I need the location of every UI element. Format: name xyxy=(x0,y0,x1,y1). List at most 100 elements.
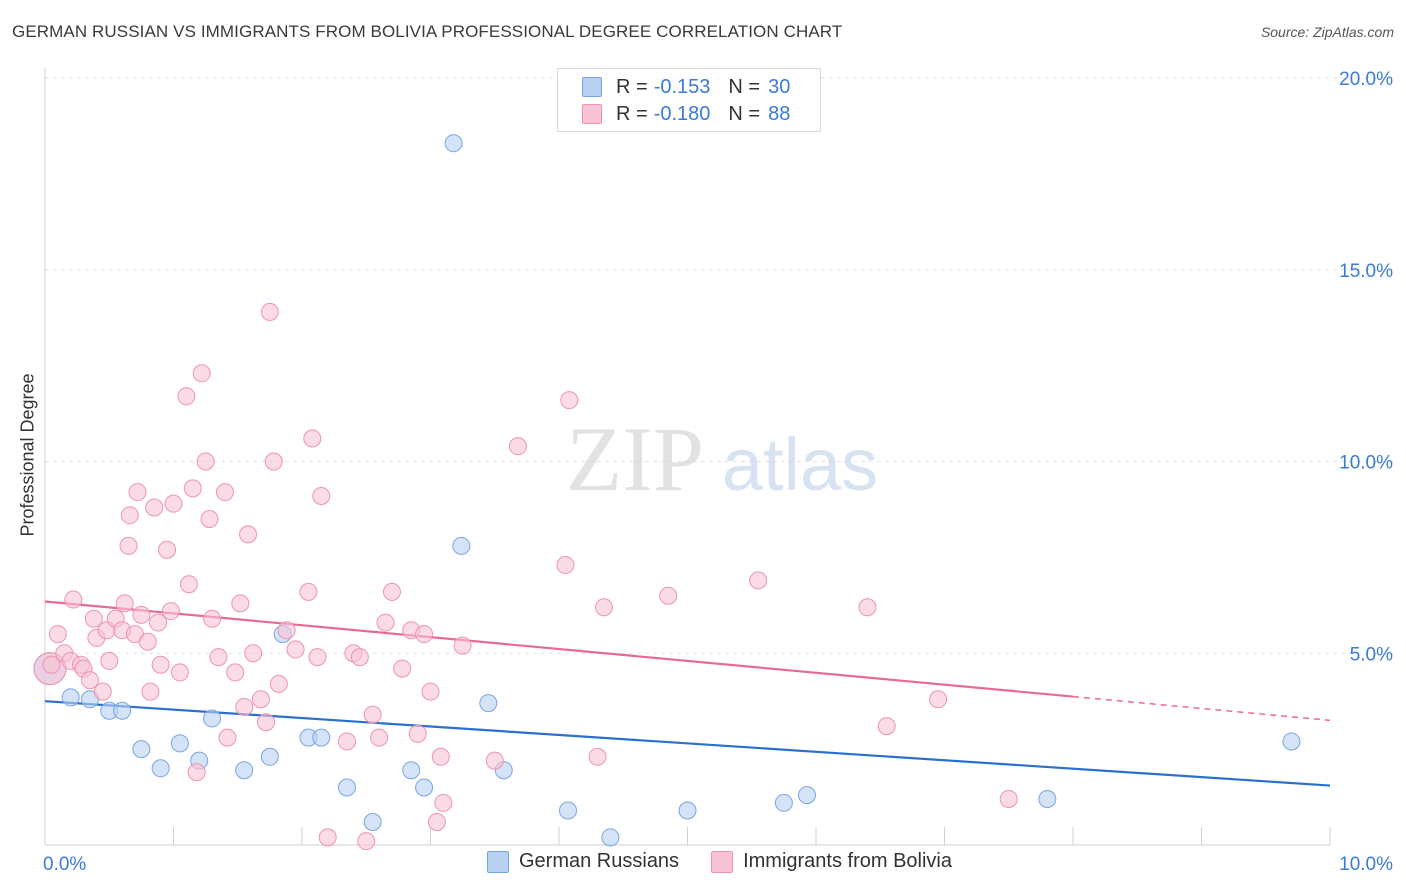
pink-point xyxy=(48,625,67,644)
pink-point xyxy=(560,391,579,410)
pink-point xyxy=(382,582,401,601)
tick-labels: 5.0% 10.0% 15.0% 20.0% 0.0% 10.0% xyxy=(43,69,1393,875)
pink-point xyxy=(588,747,607,766)
pink-point xyxy=(158,540,177,559)
pink-point xyxy=(877,717,896,736)
legend-r-value: -0.153 xyxy=(653,75,711,98)
pink-point xyxy=(421,682,440,701)
pink-point xyxy=(192,364,211,383)
pink-point xyxy=(145,498,164,517)
pink-point xyxy=(80,671,99,690)
y-tick-label: 15.0% xyxy=(1339,261,1393,282)
pink-point xyxy=(251,690,270,709)
pink-point xyxy=(370,728,389,747)
y-tick-label: 5.0% xyxy=(1350,644,1393,665)
pink-point xyxy=(260,302,279,321)
chart-title: GERMAN RUSSIAN VS IMMIGRANTS FROM BOLIVI… xyxy=(12,22,843,41)
legend-item-bolivia[interactable]: Immigrants from Bolivia xyxy=(711,850,952,873)
blue-point xyxy=(402,761,421,780)
pink-point xyxy=(244,644,263,663)
pink-point xyxy=(594,598,613,617)
blue-point xyxy=(415,778,434,797)
legend-label: German Russians xyxy=(519,850,680,872)
legend-swatch-blue xyxy=(487,850,509,873)
legend-n-value: 30 xyxy=(768,75,791,98)
blue-point xyxy=(1038,789,1057,808)
pink-point xyxy=(337,732,356,751)
pink-point xyxy=(376,613,395,632)
pink-point xyxy=(119,536,138,555)
legend-row-bolivia: R = -0.180 N = 88 xyxy=(582,102,790,126)
pink-point xyxy=(164,494,183,513)
blue-point xyxy=(363,812,382,831)
pink-point xyxy=(161,602,180,621)
pink-point xyxy=(393,659,412,678)
pink-point xyxy=(363,705,382,724)
pink-point xyxy=(200,510,219,529)
blue-point xyxy=(774,793,793,812)
y-tick-label: 20.0% xyxy=(1339,69,1393,90)
pink-point xyxy=(485,751,504,770)
pink-point xyxy=(286,640,305,659)
blue-point xyxy=(452,536,471,555)
blue-point xyxy=(601,828,620,847)
pink-trend-line xyxy=(44,600,1074,698)
blue-point xyxy=(312,728,331,747)
legend-n-value: 88 xyxy=(768,102,791,125)
pink-point xyxy=(149,613,168,632)
legend-swatch-pink xyxy=(582,104,602,124)
pink-point xyxy=(257,713,276,732)
pink-point xyxy=(415,625,434,644)
pink-point xyxy=(128,483,147,502)
watermark-zip: ZIP xyxy=(566,408,704,510)
pink-point xyxy=(858,598,877,617)
pink-point xyxy=(318,828,337,847)
blue-point xyxy=(337,778,356,797)
pink-point xyxy=(231,594,250,613)
pink-point xyxy=(64,590,83,609)
pink-point xyxy=(132,605,151,624)
pink-point xyxy=(138,632,157,651)
pink-point xyxy=(209,648,228,667)
pink-point xyxy=(659,586,678,605)
blue-point xyxy=(203,709,222,728)
blue-point xyxy=(444,134,463,153)
pink-trend-extension xyxy=(1072,695,1331,722)
pink-point xyxy=(218,728,237,747)
blue-point xyxy=(558,801,577,820)
pink-point xyxy=(929,690,948,709)
pink-point xyxy=(226,663,245,682)
blue-point xyxy=(1282,732,1301,751)
pink-point xyxy=(235,697,254,716)
trend-lines xyxy=(44,600,1331,787)
pink-point xyxy=(187,763,206,782)
blue-point xyxy=(479,694,498,713)
pink-point xyxy=(556,556,575,575)
pink-point xyxy=(239,525,258,544)
x-tick-label: 10.0% xyxy=(1339,854,1393,875)
legend-label: Immigrants from Bolivia xyxy=(743,850,952,872)
pink-point xyxy=(115,594,134,613)
blue-point xyxy=(170,734,189,753)
watermark: ZIP atlas xyxy=(566,408,878,510)
pink-point xyxy=(303,429,322,448)
pink-point xyxy=(141,682,160,701)
blue-point xyxy=(61,688,80,707)
x-tick-label: 0.0% xyxy=(43,854,86,875)
source-credit: Source: ZipAtlas.com xyxy=(1260,24,1394,40)
blue-point xyxy=(235,761,254,780)
pink-point xyxy=(100,651,119,670)
pink-point xyxy=(269,674,288,693)
legend-swatch-blue xyxy=(582,77,602,97)
pink-point xyxy=(42,655,61,674)
pink-point xyxy=(179,575,198,594)
blue-point xyxy=(151,759,170,778)
legend-item-german-russians[interactable]: German Russians xyxy=(487,850,679,873)
pink-point xyxy=(749,571,768,590)
pink-point xyxy=(215,483,234,502)
axes xyxy=(44,68,1331,846)
pink-point xyxy=(427,812,446,831)
legend-row-german-russians: R = -0.153 N = 30 xyxy=(582,75,790,99)
pink-point xyxy=(170,663,189,682)
